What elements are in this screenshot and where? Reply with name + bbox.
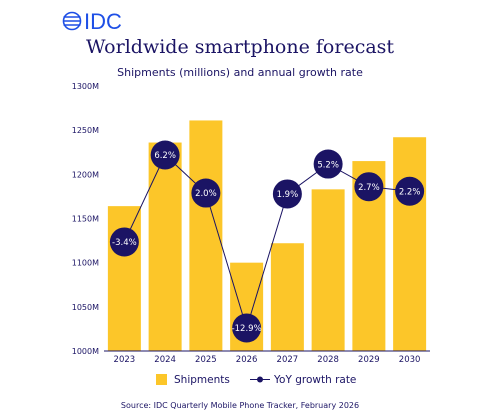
bars [107, 120, 427, 351]
legend: Shipments YoY growth rate [156, 374, 356, 386]
bar-2028 [311, 189, 345, 351]
x-tick-label: 2024 [154, 355, 176, 365]
legend-marker-growth [257, 376, 263, 383]
x-tick-label: 2028 [317, 355, 339, 365]
chart-title: Worldwide smartphone forecast [85, 36, 395, 58]
y-tick-label: 1300M [72, 82, 99, 91]
growth-marker-2030 [395, 176, 425, 206]
y-tick-label: 1100M [72, 259, 99, 268]
growth-label-2023: -3.4% [112, 238, 137, 248]
idc-logo-text: IDC [84, 10, 122, 32]
bar-2024 [148, 142, 182, 351]
growth-line: -3.4% 6.2% 2.0% -12.9% 1.9% 5.2% 2.7% 2.2% [109, 140, 425, 343]
bar-2030 [393, 137, 427, 351]
y-tick-label: 1150M [72, 215, 99, 224]
growth-label-2030: 2.2% [399, 187, 421, 197]
x-axis: 2023 2024 2025 2026 2027 2028 2029 2030 [104, 350, 430, 365]
x-tick-label: 2025 [195, 355, 217, 365]
growth-marker-2026 [232, 313, 262, 343]
growth-label-2024: 6.2% [154, 151, 176, 161]
growth-label-2025: 2.0% [195, 189, 217, 199]
growth-marker-2027 [272, 179, 302, 209]
legend-label-shipments: Shipments [174, 374, 230, 386]
x-tick-label: 2026 [236, 355, 258, 365]
chart-subtitle: Shipments (millions) and annual growth r… [117, 66, 363, 79]
y-tick-label: 1000M [72, 347, 99, 356]
source-note: Source: IDC Quarterly Mobile Phone Track… [120, 401, 360, 410]
x-tick-label: 2030 [399, 355, 421, 365]
y-tick-label: 1200M [72, 170, 99, 179]
bar-2025 [189, 120, 223, 351]
growth-label-2026: -12.9% [232, 324, 262, 334]
x-tick-label: 2029 [358, 355, 380, 365]
growth-label-2029: 2.7% [358, 183, 380, 193]
bar-2027 [270, 243, 304, 351]
legend-label-growth: YoY growth rate [273, 374, 356, 386]
growth-marker-2028 [313, 149, 343, 179]
growth-marker-2025 [191, 178, 221, 208]
growth-label-2027: 1.9% [277, 190, 299, 200]
growth-marker-2024 [150, 140, 180, 170]
growth-marker-2023 [109, 227, 139, 257]
x-tick-label: 2023 [114, 355, 136, 365]
idc-logo: IDC [62, 10, 122, 32]
legend-swatch-shipments [156, 374, 167, 385]
chart: 1000M 1050M 1100M 1150M 1200M 1250M 1300M 2023… [72, 82, 430, 386]
y-axis: 1000M 1050M 1100M 1150M 1200M 1250M 1300M [72, 82, 99, 356]
growth-marker-2029 [354, 172, 384, 202]
growth-label-2028: 5.2% [317, 160, 339, 170]
y-tick-label: 1250M [72, 126, 99, 135]
y-tick-label: 1050M [72, 303, 99, 312]
x-tick-label: 2027 [277, 355, 299, 365]
